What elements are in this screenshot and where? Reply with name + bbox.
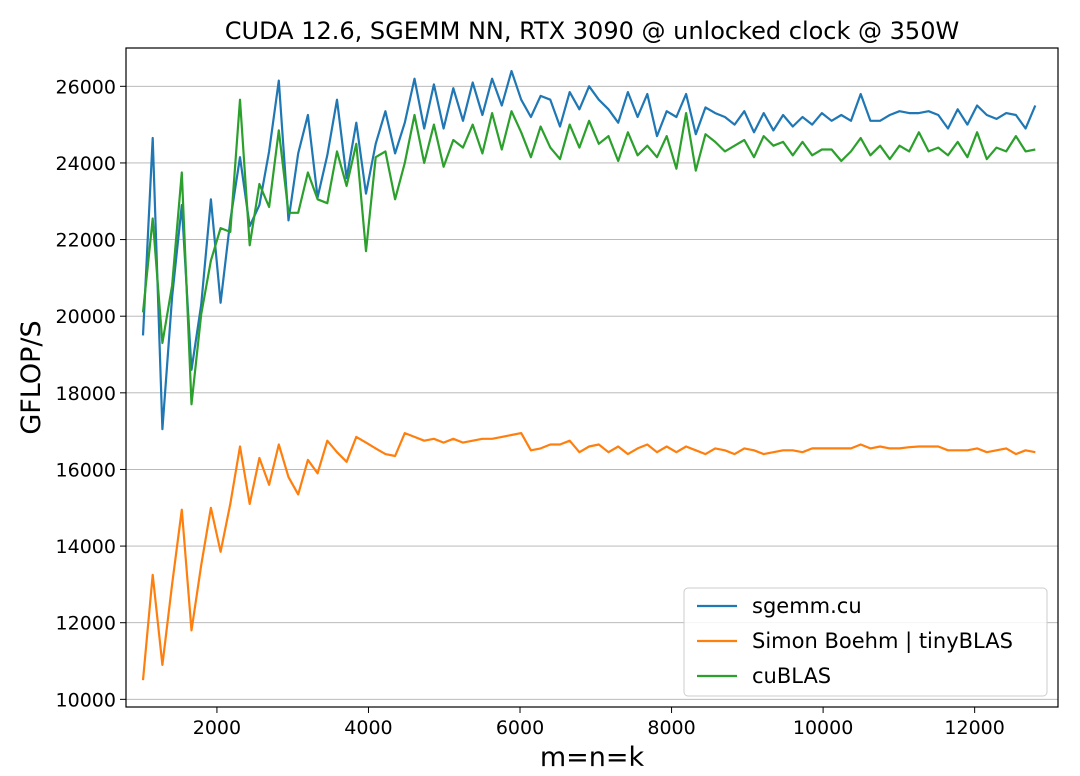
y-axis-title: GFLOP/S <box>16 320 47 434</box>
x-axis-title: m=n=k <box>540 742 645 773</box>
series-lines <box>141 69 1037 681</box>
legend-label: Simon Boehm | tinyBLAS <box>752 629 1013 654</box>
x-tick-label: 12000 <box>944 717 1004 739</box>
series-line-cublas <box>141 98 1036 406</box>
x-tick-label: 4000 <box>344 717 392 739</box>
legend-label: cuBLAS <box>752 664 831 688</box>
y-tick-label: 20000 <box>56 306 116 328</box>
series-line-sgemm-cu <box>141 69 1037 431</box>
plot-frame <box>125 47 1059 708</box>
grid-lines <box>126 85 1058 700</box>
y-tick-label: 14000 <box>56 536 116 558</box>
y-tick-label: 10000 <box>56 689 116 711</box>
x-tick-label: 6000 <box>496 717 544 739</box>
y-tick-label: 16000 <box>56 459 116 481</box>
legend: sgemm.cu Simon Boehm | tinyBLAS cuBLAS <box>683 587 1048 697</box>
chart-title: CUDA 12.6, SGEMM NN, RTX 3090 @ unlocked… <box>225 17 959 45</box>
x-tick-label: 10000 <box>793 717 853 739</box>
y-tick-label: 26000 <box>56 76 116 98</box>
legend-box <box>683 587 1048 697</box>
y-tick-label: 18000 <box>56 383 116 405</box>
x-tick-label: 8000 <box>647 717 695 739</box>
series-line-simon-boehm-tinyblas <box>141 432 1036 681</box>
x-tick-label: 2000 <box>193 717 241 739</box>
legend-label: sgemm.cu <box>752 594 862 618</box>
y-tick-label: 24000 <box>56 153 116 175</box>
axis-ticks: 10000 12000 14000 16000 18000 20000 22000 24000… <box>56 76 1005 739</box>
y-tick-label: 22000 <box>56 230 116 252</box>
y-tick-label: 12000 <box>56 613 116 635</box>
